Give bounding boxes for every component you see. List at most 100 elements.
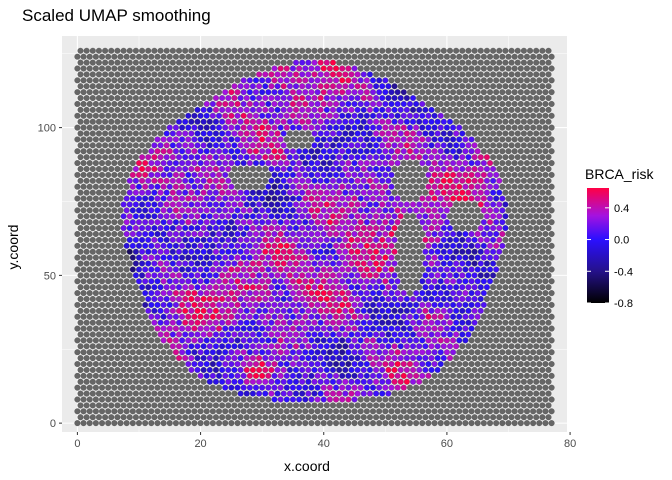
- data-point: [376, 160, 382, 166]
- data-point: [441, 391, 447, 397]
- data-point: [127, 367, 133, 373]
- data-point: [500, 172, 506, 178]
- data-point: [130, 160, 136, 166]
- data-point: [459, 261, 465, 267]
- data-point: [379, 72, 385, 78]
- data-point: [133, 249, 139, 255]
- data-point: [469, 420, 475, 426]
- data-point: [490, 403, 496, 409]
- data-point: [355, 249, 361, 255]
- data-point: [312, 178, 318, 184]
- data-point: [142, 385, 148, 391]
- data-point: [336, 343, 342, 349]
- data-point: [293, 166, 299, 172]
- data-point: [506, 231, 512, 237]
- data-point: [358, 385, 364, 391]
- data-point: [229, 267, 235, 273]
- data-point: [192, 267, 198, 273]
- data-point: [161, 408, 167, 414]
- data-point: [275, 391, 281, 397]
- data-point: [355, 178, 361, 184]
- data-point: [447, 261, 453, 267]
- data-point: [145, 190, 151, 196]
- data-point: [321, 125, 327, 131]
- data-point: [256, 178, 262, 184]
- data-point: [416, 237, 422, 243]
- data-point: [407, 208, 413, 214]
- data-point: [296, 408, 302, 414]
- data-point: [265, 255, 271, 261]
- data-point: [87, 397, 93, 403]
- data-point: [78, 166, 84, 172]
- data-point: [379, 166, 385, 172]
- data-point: [386, 249, 392, 255]
- data-point: [256, 95, 262, 101]
- data-point: [290, 420, 296, 426]
- data-point: [315, 326, 321, 332]
- data-point: [296, 361, 302, 367]
- data-point: [533, 119, 539, 125]
- data-point: [145, 48, 151, 54]
- data-point: [423, 355, 429, 361]
- data-point: [173, 184, 179, 190]
- data-point: [170, 414, 176, 420]
- data-point: [327, 314, 333, 320]
- data-point: [536, 361, 542, 367]
- data-point: [78, 83, 84, 89]
- data-point: [512, 290, 518, 296]
- data-point: [389, 408, 395, 414]
- data-point: [219, 403, 225, 409]
- data-point: [96, 261, 102, 267]
- data-point: [506, 290, 512, 296]
- data-point: [459, 249, 465, 255]
- data-point: [241, 338, 247, 344]
- data-point: [349, 60, 355, 66]
- data-point: [195, 154, 201, 160]
- data-point: [102, 273, 108, 279]
- data-point: [158, 190, 164, 196]
- data-point: [540, 60, 546, 66]
- data-point: [278, 361, 284, 367]
- data-point: [121, 48, 127, 54]
- data-point: [176, 332, 182, 338]
- data-point: [142, 338, 148, 344]
- data-point: [207, 343, 213, 349]
- data-point: [293, 213, 299, 219]
- data-point: [115, 284, 121, 290]
- data-point: [524, 137, 530, 143]
- data-point: [478, 308, 484, 314]
- data-point: [176, 119, 182, 125]
- data-point: [158, 249, 164, 255]
- data-point: [179, 172, 185, 178]
- data-point: [336, 107, 342, 113]
- data-point: [272, 255, 278, 261]
- data-point: [287, 154, 293, 160]
- data-point: [469, 172, 475, 178]
- data-point: [185, 89, 191, 95]
- data-point: [87, 361, 93, 367]
- data-point: [358, 160, 364, 166]
- data-point: [256, 237, 262, 243]
- data-point: [278, 243, 284, 249]
- data-point: [330, 414, 336, 420]
- data-point: [336, 95, 342, 101]
- data-point: [441, 166, 447, 172]
- data-point: [487, 290, 493, 296]
- data-point: [124, 267, 130, 273]
- data-point: [392, 308, 398, 314]
- data-point: [382, 78, 388, 84]
- data-point: [490, 237, 496, 243]
- data-point: [139, 284, 145, 290]
- data-point: [386, 202, 392, 208]
- data-point: [469, 361, 475, 367]
- data-point: [102, 202, 108, 208]
- data-point: [466, 72, 472, 78]
- data-point: [136, 66, 142, 72]
- data-point: [321, 373, 327, 379]
- data-point: [152, 355, 158, 361]
- data-point: [435, 414, 441, 420]
- data-point: [435, 166, 441, 172]
- data-point: [161, 420, 167, 426]
- data-point: [219, 72, 225, 78]
- data-point: [376, 243, 382, 249]
